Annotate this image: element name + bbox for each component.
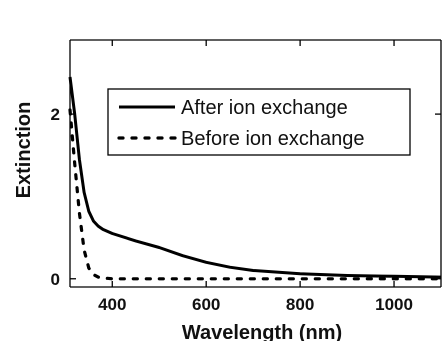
legend-box [107, 88, 411, 156]
x-tick-label: 1000 [375, 295, 413, 314]
legend-label-before: Before ion exchange [181, 128, 364, 150]
plot-frame [69, 39, 442, 288]
y-tick-label: 2 [51, 105, 60, 124]
series-layer [68, 76, 443, 281]
legend: After ion exchange Before ion exchange [107, 88, 411, 156]
axis-ticks: 400 600 800 1000 0 2 [51, 40, 441, 314]
x-tick-label: 400 [98, 295, 126, 314]
legend-label-after: After ion exchange [181, 97, 348, 119]
x-tick-label: 800 [286, 295, 314, 314]
x-axis-title: Wavelength (nm) [182, 322, 342, 341]
x-tick-label: 600 [192, 295, 220, 314]
series-line-after-ion-exchange [68, 76, 442, 279]
y-tick-label: 0 [51, 270, 60, 289]
series-line-before-ion-exchange [68, 108, 443, 281]
y-axis-title: Extinction [13, 102, 35, 199]
